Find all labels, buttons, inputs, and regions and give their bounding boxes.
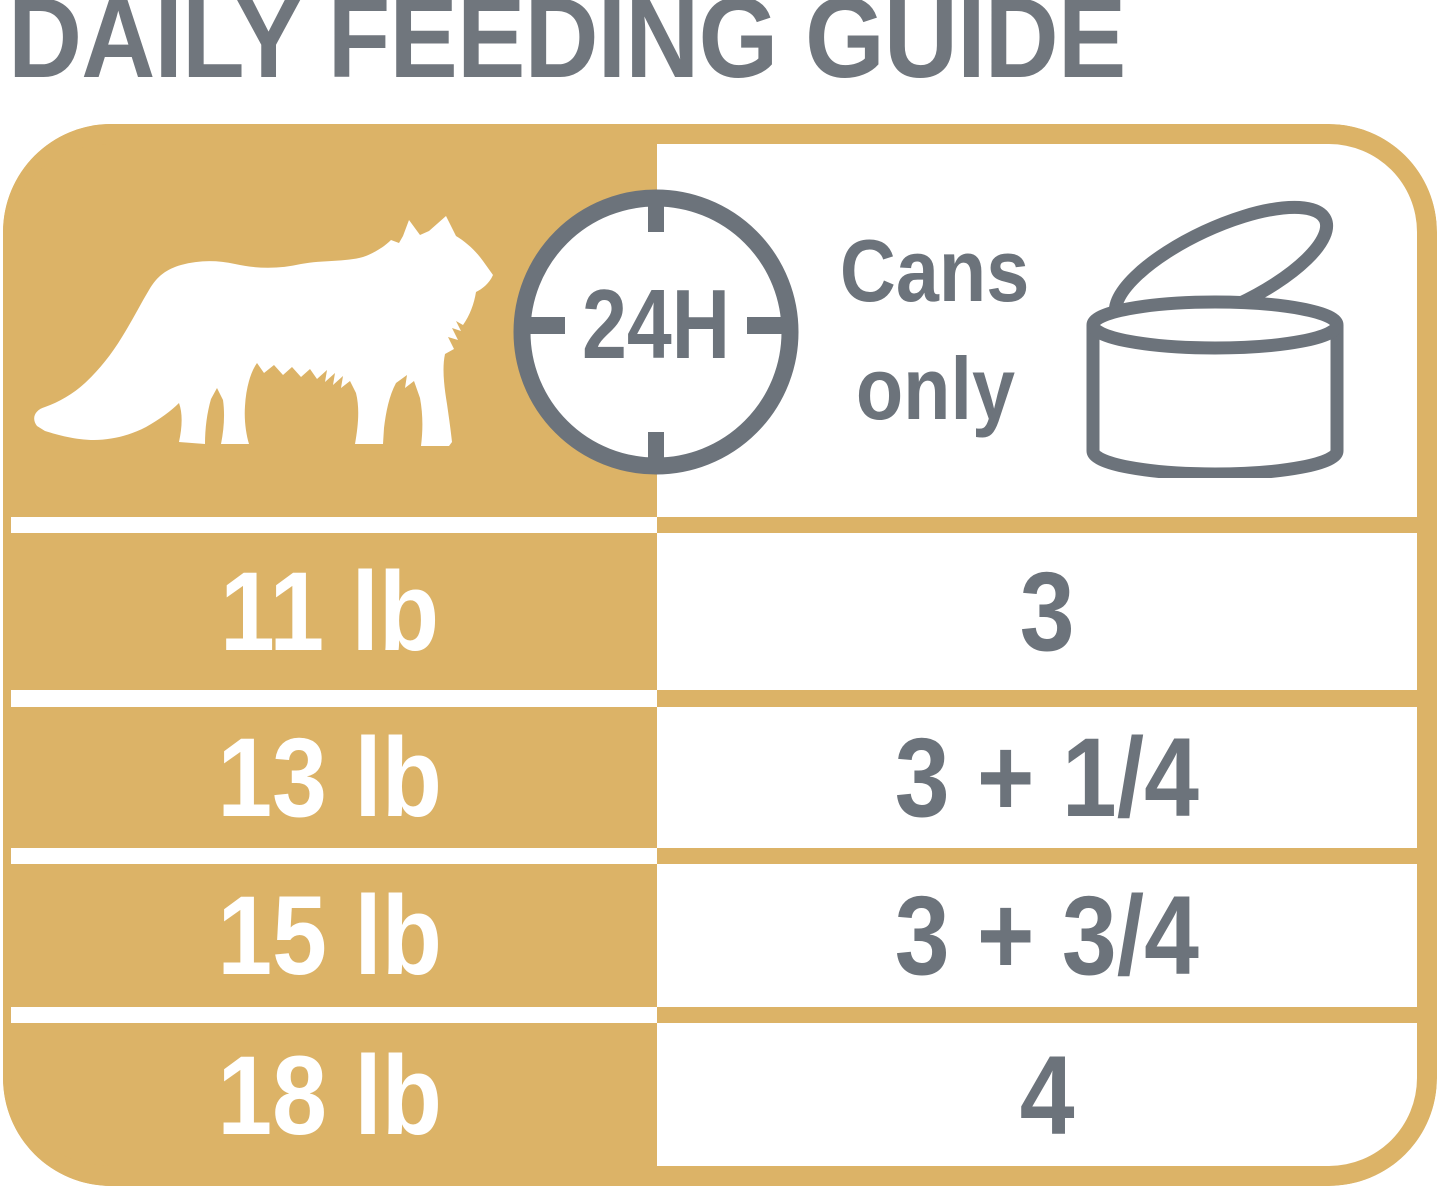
row-divider-right <box>657 848 1437 864</box>
cans-only-label: Cans only <box>785 212 1085 448</box>
weight-cell-row4: 18 lb <box>217 1033 443 1158</box>
amount-cell-row1: 3 <box>657 533 1437 690</box>
row-divider-right <box>657 690 1437 707</box>
row-divider-left <box>3 517 657 533</box>
clock-tick-left <box>527 317 565 334</box>
amount-cell-row4: 4 <box>657 1023 1437 1168</box>
header-cat-cell <box>3 146 657 517</box>
header-cans-cell: Cans only <box>657 146 1437 517</box>
clock-24h-label: 24H <box>582 269 730 379</box>
row-divider-right <box>657 517 1437 533</box>
page-title: DAILY FEEDING GUIDE <box>8 0 1126 102</box>
clock-tick-top <box>648 198 664 232</box>
weight-cell-row3: 15 lb <box>217 873 443 998</box>
row-divider-left <box>3 848 657 864</box>
cans-only-line1: Cans <box>840 221 1030 320</box>
row-divider-left <box>3 690 657 707</box>
top-border-pad <box>3 124 1437 146</box>
clock-tick-right <box>747 317 783 334</box>
weight-cell-row1: 11 lb <box>220 549 440 674</box>
24h-clock-icon: 24H <box>513 189 799 475</box>
weight-cell-row2: 13 lb <box>217 715 443 840</box>
feeding-guide-grid: Cans only 11 lb 3 13 lb 3 + 1/4 <box>3 124 1437 1186</box>
clock-tick-bottom <box>648 432 664 466</box>
feeding-guide-table: Cans only 11 lb 3 13 lb 3 + 1/4 <box>3 124 1437 1186</box>
open-can-icon <box>1086 200 1344 478</box>
cans-only-line2: only <box>855 339 1015 438</box>
amount-cell-row3: 3 + 3/4 <box>657 864 1437 1007</box>
bottom-border-pad <box>3 1168 1437 1186</box>
cat-silhouette-icon <box>34 216 494 446</box>
row-divider-left <box>3 1007 657 1023</box>
row-divider-right <box>657 1007 1437 1023</box>
amount-cell-row2: 3 + 1/4 <box>657 707 1437 848</box>
